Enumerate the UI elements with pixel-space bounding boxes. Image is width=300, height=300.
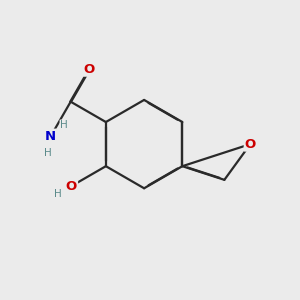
Text: H: H [44,148,52,158]
Text: O: O [84,63,95,76]
Text: H: H [60,120,68,130]
Text: O: O [245,138,256,151]
Text: N: N [45,130,56,142]
Text: O: O [66,180,77,193]
Text: H: H [53,189,61,199]
